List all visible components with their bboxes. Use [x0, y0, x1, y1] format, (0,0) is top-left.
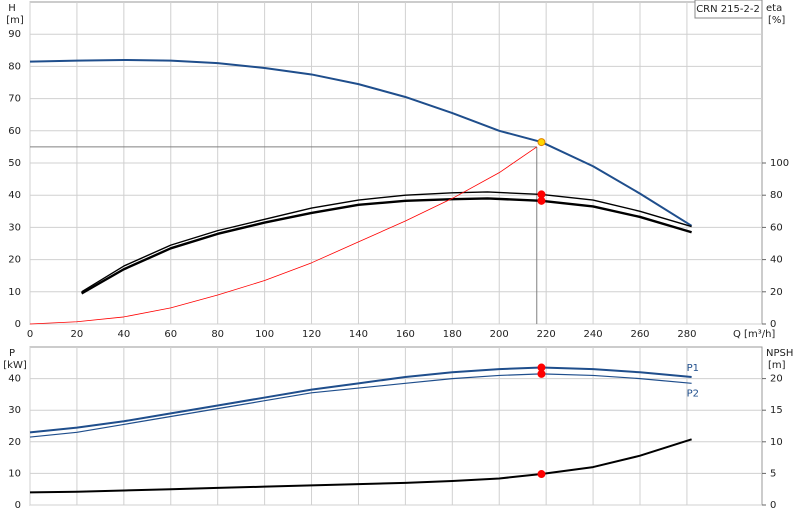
x-tick-label: 280	[677, 329, 696, 340]
y-tick-label: 10	[8, 287, 21, 298]
y-tick-label: 20	[8, 437, 21, 448]
y2-tick-label: 5	[770, 468, 776, 479]
curve	[29, 366, 692, 434]
y-tick-label: 80	[8, 61, 21, 72]
curve	[29, 373, 692, 438]
y-axis-label: P	[9, 348, 15, 359]
y-tick-label: 20	[8, 255, 21, 266]
y2-tick-label: 60	[770, 222, 783, 233]
x-tick-label: 180	[443, 329, 462, 340]
y-tick-label: 30	[8, 405, 21, 416]
x-tick-label: 200	[490, 329, 509, 340]
curve	[29, 146, 537, 325]
y-tick-label: 40	[8, 190, 21, 201]
y-tick-label: 50	[8, 158, 21, 169]
x-tick-label: 160	[396, 329, 415, 340]
curve	[81, 197, 692, 295]
curve	[81, 191, 692, 293]
operating-point	[537, 470, 546, 479]
y2-tick-label: 0	[770, 500, 776, 511]
x-tick-label: 0	[27, 329, 33, 340]
curve	[29, 438, 692, 494]
x-tick-label: 120	[302, 329, 321, 340]
y-tick-label: 70	[8, 94, 21, 105]
y-tick-label: 0	[15, 500, 21, 511]
title-box	[694, 0, 763, 19]
y2-axis-label: eta	[766, 3, 782, 14]
curve	[29, 58, 693, 227]
operating-point	[537, 138, 546, 147]
y-axis-label: H	[8, 3, 16, 14]
plot-area	[29, 346, 763, 506]
y-axis-unit: [kW]	[3, 360, 27, 371]
x-tick-label: 100	[255, 329, 274, 340]
x-tick-label: 220	[537, 329, 556, 340]
y2-axis-label: NPSH	[766, 348, 793, 359]
x-tick-label: 140	[349, 329, 368, 340]
y-tick-label: 0	[15, 319, 21, 330]
chart-title: CRN 215-2-2	[696, 4, 760, 15]
x-tick-label: 240	[584, 329, 603, 340]
y2-tick-label: 20	[770, 287, 783, 298]
y-axis-unit: [m]	[6, 15, 24, 26]
x-tick-label: 260	[630, 329, 649, 340]
y2-tick-label: 40	[770, 255, 783, 266]
x-tick-label: 40	[117, 329, 130, 340]
operating-point	[537, 196, 546, 205]
x-tick-label: 20	[71, 329, 84, 340]
y-tick-label: 30	[8, 222, 21, 233]
operating-point	[537, 369, 546, 378]
x-tick-label: 80	[211, 329, 224, 340]
y2-tick-label: 80	[770, 190, 783, 201]
series-label: P2	[687, 388, 699, 399]
y-tick-label: 60	[8, 126, 21, 137]
x-tick-label: 60	[164, 329, 177, 340]
x-axis-label: Q [m³/h]	[733, 329, 775, 340]
y2-tick-label: 15	[770, 405, 783, 416]
y-tick-label: 90	[8, 29, 21, 40]
y-tick-label: 40	[8, 374, 21, 385]
series-label: P1	[687, 363, 699, 374]
y2-tick-label: 100	[770, 158, 789, 169]
y2-tick-label: 20	[770, 374, 783, 385]
y2-tick-label: 0	[770, 319, 776, 330]
y2-axis-unit: [m]	[768, 360, 786, 371]
y-tick-label: 10	[8, 468, 21, 479]
y2-tick-label: 10	[770, 437, 783, 448]
y2-axis-unit: [%]	[768, 15, 785, 26]
